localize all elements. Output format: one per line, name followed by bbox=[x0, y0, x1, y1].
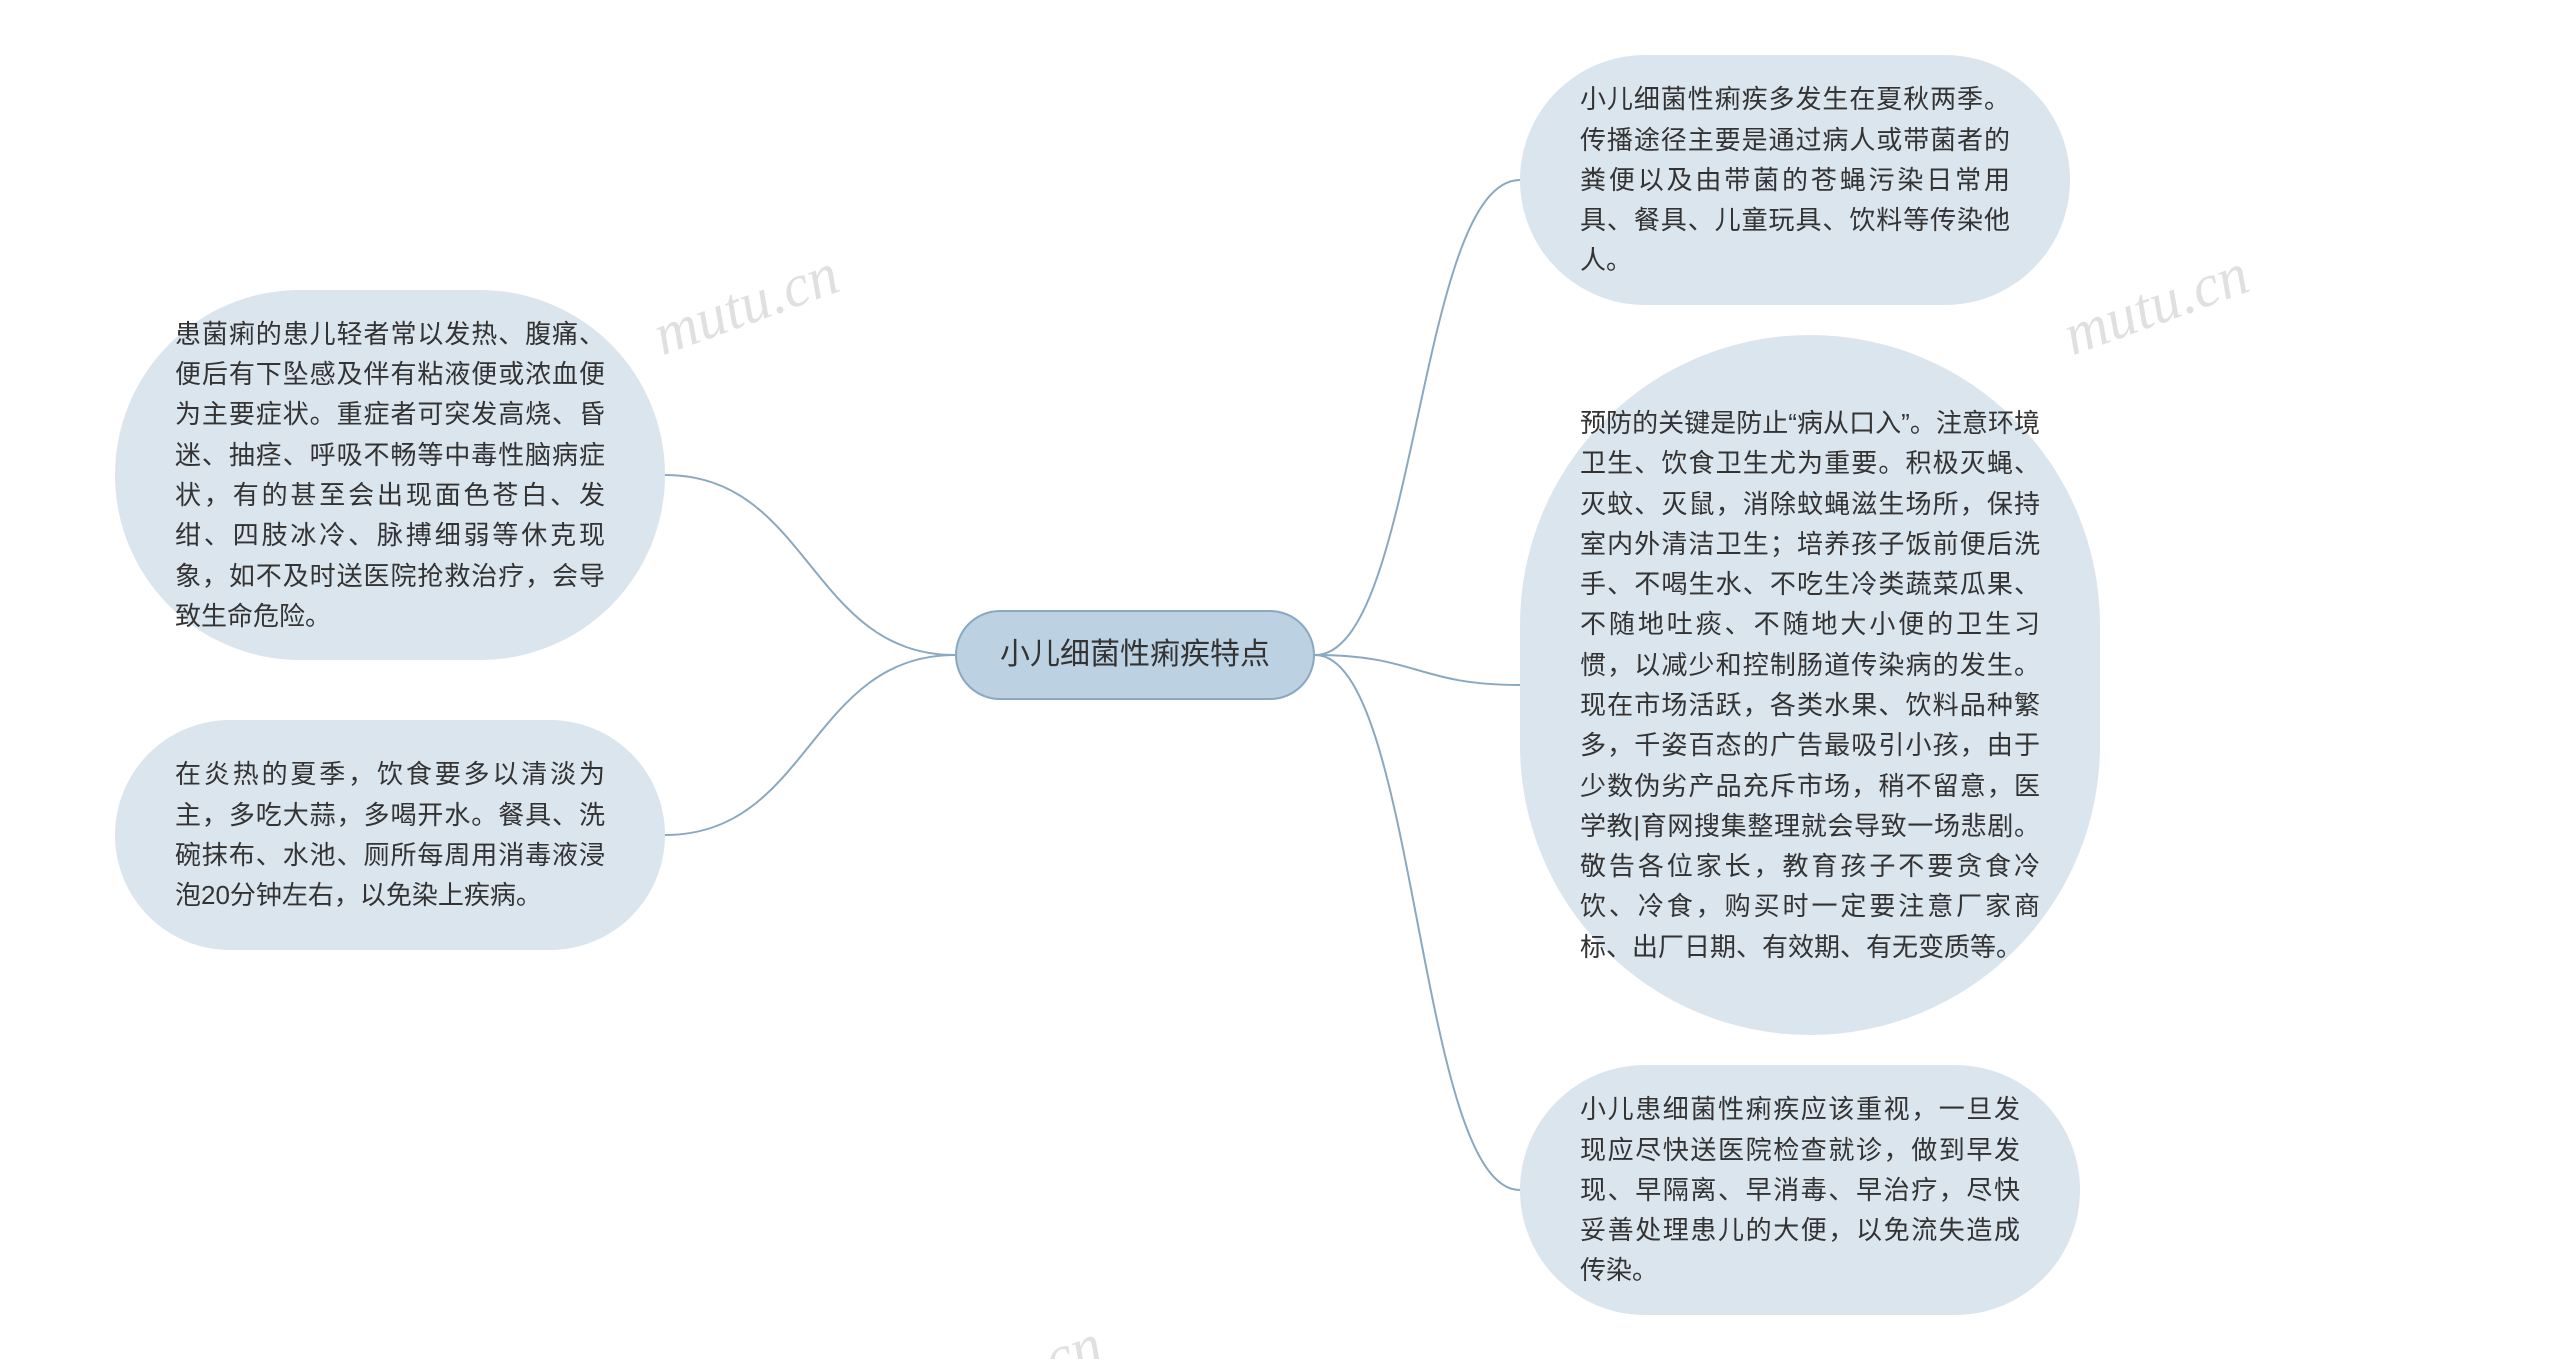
leaf-text: 在炎热的夏季，饮食要多以清淡为主，多吃大蒜，多喝开水。餐具、洗碗抹布、水池、厕所… bbox=[175, 754, 605, 915]
leaf-text: 预防的关键是防止“病从口入”。注意环境卫生、饮食卫生尤为重要。积极灭蝇、灭蚊、灭… bbox=[1580, 403, 2040, 967]
leaf-right-3: 小儿患细菌性痢疾应该重视，一旦发现应尽快送医院检查就诊，做到早发现、早隔离、早消… bbox=[1520, 1065, 2080, 1315]
leaf-left-2: 在炎热的夏季，饮食要多以清淡为主，多吃大蒜，多喝开水。餐具、洗碗抹布、水池、厕所… bbox=[115, 720, 665, 950]
leaf-text: 小儿患细菌性痢疾应该重视，一旦发现应尽快送医院检查就诊，做到早发现、早隔离、早消… bbox=[1580, 1089, 2020, 1290]
mindmap-canvas: 小儿细菌性痢疾特点 患菌痢的患儿轻者常以发热、腹痛、便后有下坠感及伴有粘液便或浓… bbox=[0, 0, 2560, 1359]
watermark: .cn bbox=[1020, 1310, 1111, 1359]
leaf-left-1: 患菌痢的患儿轻者常以发热、腹痛、便后有下坠感及伴有粘液便或浓血便为主要症状。重症… bbox=[115, 290, 665, 660]
leaf-text: 小儿细菌性痢疾多发生在夏秋两季。传播途径主要是通过病人或带菌者的粪便以及由带菌的… bbox=[1580, 79, 2010, 280]
center-label: 小儿细菌性痢疾特点 bbox=[1000, 632, 1270, 679]
leaf-right-2: 预防的关键是防止“病从口入”。注意环境卫生、饮食卫生尤为重要。积极灭蝇、灭蚊、灭… bbox=[1520, 335, 2100, 1035]
leaf-text: 患菌痢的患儿轻者常以发热、腹痛、便后有下坠感及伴有粘液便或浓血便为主要症状。重症… bbox=[175, 314, 605, 636]
leaf-right-1: 小儿细菌性痢疾多发生在夏秋两季。传播途径主要是通过病人或带菌者的粪便以及由带菌的… bbox=[1520, 55, 2070, 305]
watermark: mutu.cn bbox=[2054, 239, 2258, 369]
watermark: mutu.cn bbox=[644, 239, 848, 369]
center-node: 小儿细菌性痢疾特点 bbox=[955, 610, 1315, 700]
